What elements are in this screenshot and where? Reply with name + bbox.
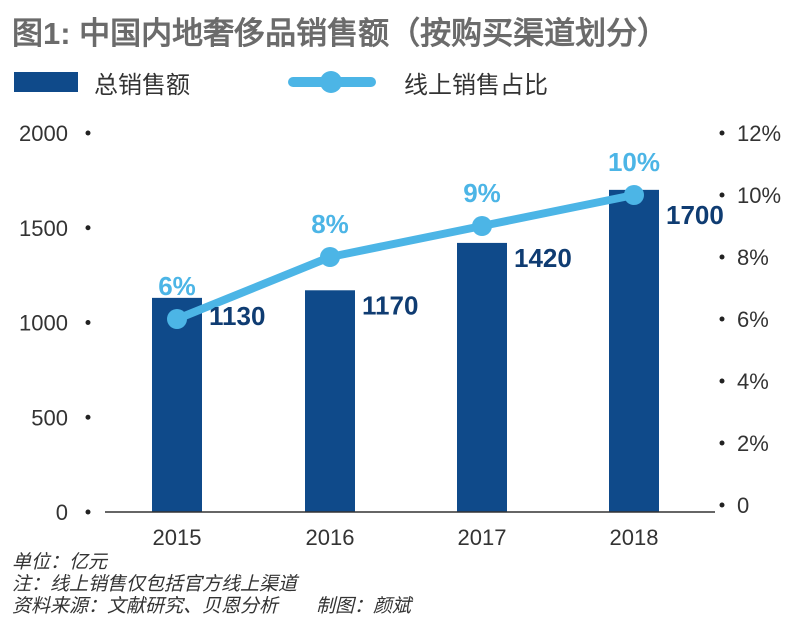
source-note: 资料来源：文献研究、贝恩分析 [12,596,279,617]
bar-data-label: 1130 [209,301,265,331]
right-tick-label: 4% [737,369,769,394]
right-tick-dot [719,378,725,384]
line-point-2018 [624,185,644,205]
left-tick-label: 2000 [19,121,68,146]
line-point-2015 [167,309,187,329]
right-tick-label: 2% [737,431,769,456]
left-tick-label: 1000 [19,311,68,336]
line-point-2016 [320,247,340,267]
line-data-label: 8% [311,209,349,239]
left-tick-dot [85,509,91,515]
x-tick-label: 2016 [306,525,355,550]
bar-data-label: 1170 [362,290,418,320]
left-tick-label: 0 [56,500,68,525]
right-tick-dot [719,440,725,446]
line-series [173,191,638,323]
x-tick-label: 2017 [458,525,507,550]
x-tick-label: 2018 [610,525,659,550]
bar-data-label: 1420 [514,243,572,273]
right-tick-label: 6% [737,307,769,332]
legend-line-swatch [288,71,376,93]
bar-2018 [609,189,659,512]
left-tick-label: 1500 [19,216,68,241]
left-tick-dot [85,414,91,420]
right-tick-dot [719,502,725,508]
x-tick-label: 2015 [153,525,202,550]
legend-label: 线上销售占比 [404,71,548,99]
right-tick-dot [719,192,725,198]
right-tick-dot [719,130,725,136]
legend-item-line: 线上销售占比 [288,62,548,102]
footnotes: 单位：亿元 注：线上销售仅包括官方线上渠道 资料来源：文献研究、贝恩分析 制图：颜… [12,552,411,618]
left-tick-dot [85,225,91,231]
chart-title: 图1: 中国内地奢侈品销售额（按购买渠道划分） [12,16,669,51]
author-note: 制图：颜斌 [316,596,412,617]
right-tick-label: 10% [737,183,781,208]
right-tick-dot [719,254,725,260]
unit-note: 单位：亿元 [12,552,108,573]
right-tick-label: 0 [737,493,749,518]
bar-data-label: 1700 [666,200,724,230]
bar-2017 [457,242,507,512]
line-data-label: 9% [463,178,501,208]
legend-label: 总销售额 [94,71,190,99]
left-tick-dot [85,130,91,136]
bar-2016 [305,290,355,512]
right-tick-label: 12% [737,121,781,146]
line-data-label: 6% [158,271,196,301]
line-data-label: 10% [608,147,660,177]
left-tick-dot [85,320,91,325]
bar-2015 [152,297,202,512]
legend-bar-swatch [14,72,78,92]
left-tick-label: 500 [31,405,68,430]
line-point-2017 [472,216,492,236]
right-tick-label: 8% [737,245,769,270]
legend-item-bar: 总销售额 [14,62,190,102]
note: 注：线上销售仅包括官方线上渠道 [12,574,298,595]
right-tick-dot [719,316,725,322]
